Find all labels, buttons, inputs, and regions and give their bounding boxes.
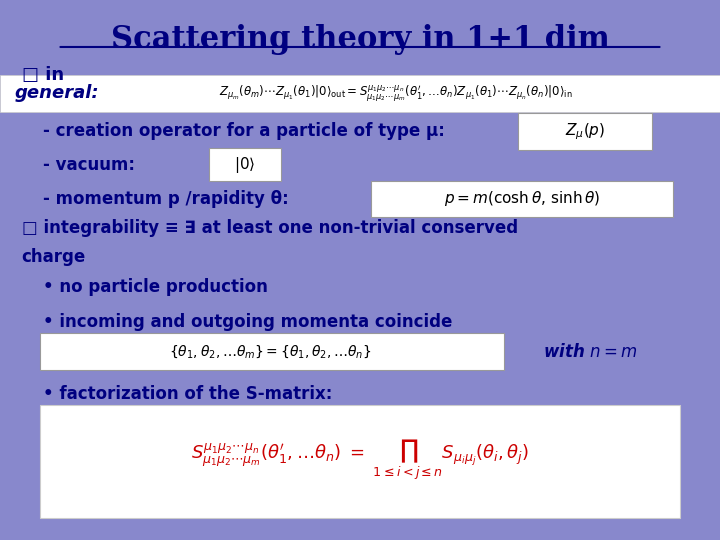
FancyBboxPatch shape	[371, 181, 673, 217]
Text: $Z_\mu(p)$: $Z_\mu(p)$	[565, 121, 605, 141]
Text: • factorization of the S-matrix:: • factorization of the S-matrix:	[43, 385, 333, 403]
Text: □ in: □ in	[22, 66, 64, 84]
FancyBboxPatch shape	[0, 75, 720, 112]
Text: $S^{\mu_1\mu_2\cdots\mu_n}_{\mu_1\mu_2\cdots\mu_m}(\theta_1^{\prime},\ldots\thet: $S^{\mu_1\mu_2\cdots\mu_n}_{\mu_1\mu_2\c…	[191, 438, 529, 482]
Text: • incoming and outgoing momenta coincide: • incoming and outgoing momenta coincide	[43, 313, 453, 332]
FancyBboxPatch shape	[209, 148, 281, 181]
Text: $\{\theta_1, \theta_2, \ldots\theta_m\} = \{\theta_1, \theta_2, \ldots\theta_n\}: $\{\theta_1, \theta_2, \ldots\theta_m\} …	[168, 343, 372, 360]
Text: charge: charge	[22, 247, 86, 266]
FancyBboxPatch shape	[40, 405, 680, 518]
Text: with $n = m$: with $n = m$	[543, 342, 638, 361]
Text: $Z_{\mu_m}(\theta_m)\cdots Z_{\mu_1}(\theta_1)|0\rangle_{\mathrm{out}} = S^{\mu_: $Z_{\mu_m}(\theta_m)\cdots Z_{\mu_1}(\th…	[219, 83, 573, 103]
Text: • no particle production: • no particle production	[43, 278, 268, 296]
Text: Scattering theory in 1+1 dim: Scattering theory in 1+1 dim	[111, 24, 609, 55]
FancyBboxPatch shape	[518, 113, 652, 150]
Text: general:: general:	[14, 84, 99, 102]
Text: - momentum p /rapidity θ:: - momentum p /rapidity θ:	[43, 190, 289, 208]
Text: - vacuum:: - vacuum:	[43, 156, 135, 174]
Text: $p = m(\cosh\theta,\,\sinh\theta)$: $p = m(\cosh\theta,\,\sinh\theta)$	[444, 189, 600, 208]
Text: □ integrability ≡ ∃ at least one non-trivial conserved: □ integrability ≡ ∃ at least one non-tri…	[22, 219, 518, 237]
Text: $|0\rangle$: $|0\rangle$	[234, 154, 256, 175]
Text: - creation operator for a particle of type μ:: - creation operator for a particle of ty…	[43, 122, 445, 140]
FancyBboxPatch shape	[40, 333, 504, 370]
